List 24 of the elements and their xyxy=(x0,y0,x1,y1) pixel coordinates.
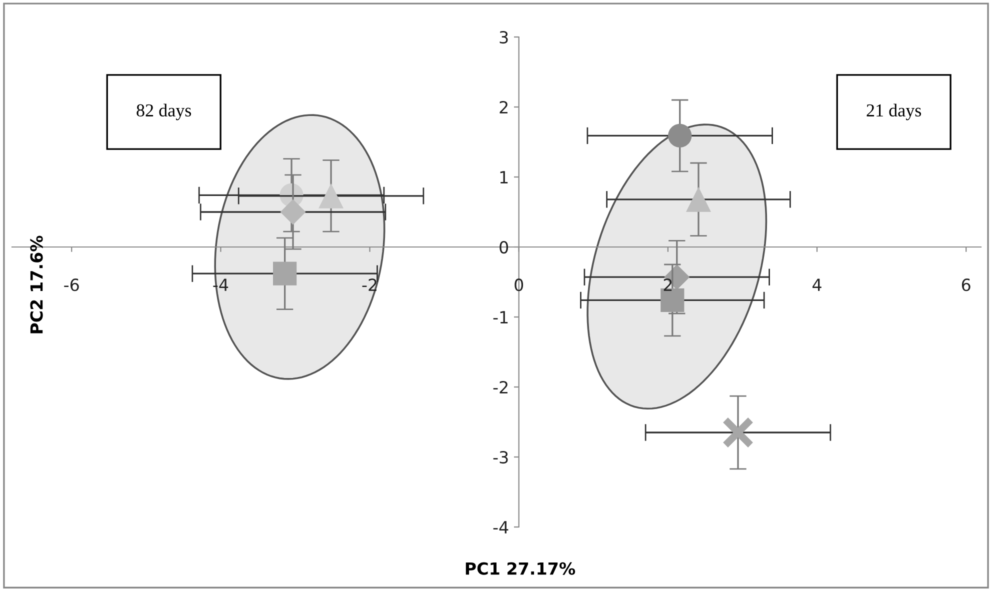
y-tick-label: 1 xyxy=(500,171,508,184)
point xyxy=(668,124,692,148)
point xyxy=(318,183,344,208)
x-tick-label: -2 xyxy=(362,278,376,291)
y-tick-label: -4 xyxy=(493,521,508,534)
annotation: 82 days xyxy=(136,104,192,120)
y-tick-label: -1 xyxy=(493,311,508,324)
point xyxy=(722,416,754,448)
x-tick-label: 4 xyxy=(812,278,822,291)
point xyxy=(280,199,306,225)
y-tick-label: 0 xyxy=(500,240,508,254)
point xyxy=(273,262,297,286)
y-axis-title: PC2 17.6% xyxy=(30,236,43,334)
x-tick-label: 0 xyxy=(514,278,524,292)
x-axis-title: PC1 27.17% xyxy=(466,562,576,575)
x-tick-label: -6 xyxy=(64,278,79,292)
y-tick-label: 3 xyxy=(500,30,508,44)
y-tick-label: 2 xyxy=(500,100,508,114)
x-tick-label: 2 xyxy=(664,278,672,291)
annotation: 21 days xyxy=(866,104,922,120)
y-tick-label: -3 xyxy=(493,450,508,464)
y-tick-label: -2 xyxy=(493,380,508,394)
point xyxy=(686,186,711,212)
x-tick-label: 6 xyxy=(962,278,970,292)
